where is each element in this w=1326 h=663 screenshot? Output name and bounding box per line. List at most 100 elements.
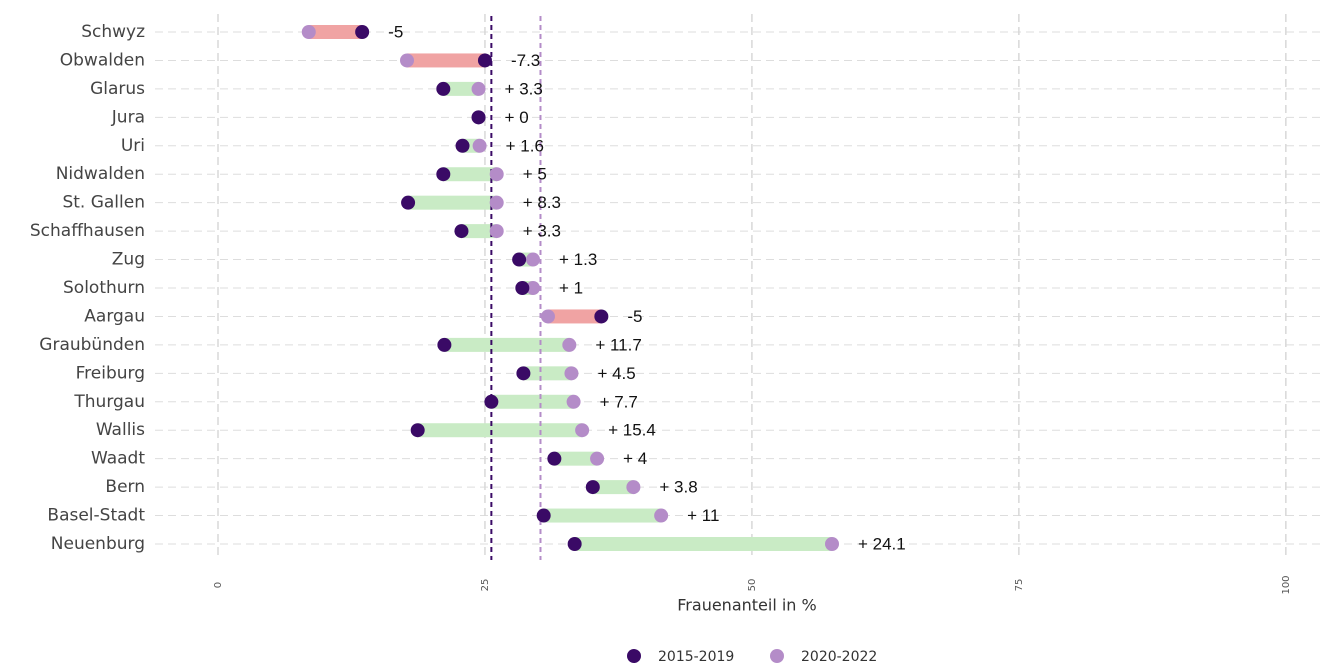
category-label: St. Gallen [62,193,145,213]
difference-label: -5 [627,307,642,326]
difference-label: -5 [388,22,403,41]
category-label: Nidwalden [56,164,145,184]
category-label: Aargau [84,306,145,326]
difference-label: + 15.4 [608,421,656,440]
change-bar [417,423,583,438]
difference-label: + 3.3 [505,79,543,98]
dot-2020-2022 [566,394,581,409]
category-label: Obwalden [60,50,145,70]
dot-2015-2019 [436,81,451,96]
dot-2020-2022 [825,537,840,551]
dot-2020-2022 [471,81,486,96]
difference-label: + 4 [623,449,647,468]
change-bar [574,537,833,551]
dot-2020-2022 [526,252,541,267]
change-bar [554,451,598,466]
change-bar [444,337,570,352]
category-label: Basel-Stadt [47,506,145,526]
x-axis-label: Frauenanteil in % [677,596,816,615]
x-tick-label: 25 [480,579,491,592]
change-bar [592,480,634,495]
dot-2015-2019 [437,337,452,352]
difference-label: + 4.5 [597,364,635,383]
category-label: Wallis [96,420,145,440]
dot-2015-2019 [455,138,470,153]
dot-2015-2019 [477,53,492,68]
difference-label: + 24.1 [858,534,906,553]
dot-2015-2019 [401,195,416,210]
dot-2015-2019 [536,508,551,523]
dot-2020-2022 [489,167,504,182]
dot-2020-2022 [590,451,605,466]
category-label: Solothurn [63,278,145,298]
category-label: Waadt [91,449,145,469]
dot-2020-2022 [562,337,577,352]
category-label: Glarus [90,79,145,99]
change-bar [547,309,602,324]
difference-label: -7.3 [511,51,540,70]
change-bar [443,81,479,96]
dot-2020-2022 [489,224,504,239]
difference-label: + 0 [505,108,529,127]
dot-2020-2022 [575,423,590,438]
dot-2015-2019 [567,537,582,551]
category-label: Bern [105,477,145,497]
dot-2020-2022 [564,366,579,381]
difference-label: + 11 [687,506,719,525]
difference-label: + 1 [559,278,583,297]
dot-2015-2019 [454,224,469,239]
dot-2020-2022 [540,309,555,324]
category-label: Schwyz [81,22,145,42]
category-label: Jura [111,107,145,127]
x-tick-label: 0 [213,582,224,588]
dot-2015-2019 [436,167,451,182]
change-bar [523,366,572,381]
change-bar [491,394,574,409]
dot-2020-2022 [654,508,669,523]
category-label: Freiburg [76,363,145,383]
legend-dot [770,649,784,663]
change-bar [408,195,497,210]
category-label: Neuenburg [51,534,145,554]
category-label: Thurgau [73,392,145,412]
x-tick-label: 75 [1014,579,1025,592]
category-label: Uri [121,136,145,156]
difference-label: + 7.7 [600,392,638,411]
x-tick-label: 50 [747,579,758,592]
difference-label: + 1.6 [506,136,544,155]
dot-2015-2019 [585,480,600,495]
dot-2015-2019 [471,110,486,125]
dot-2015-2019 [547,451,562,466]
dot-2020-2022 [301,25,316,39]
change-bar [461,224,497,239]
category-label: Zug [112,250,145,270]
category-label: Graubünden [39,335,145,355]
dot-2020-2022 [489,195,504,210]
dot-2020-2022 [626,480,641,495]
change-bar [543,508,662,523]
difference-label: + 8.3 [523,193,561,212]
dot-2015-2019 [594,309,609,324]
dot-2015-2019 [512,252,527,267]
dot-2015-2019 [515,281,530,295]
difference-label: + 11.7 [595,335,641,354]
change-bar [308,25,363,39]
difference-label: + 5 [523,165,547,184]
change-bar [407,53,485,68]
dot-2020-2022 [472,138,487,153]
dot-2020-2022 [526,281,541,295]
change-bar [443,167,497,182]
dot-2015-2019 [516,366,531,381]
difference-label: + 1.3 [559,250,597,269]
difference-label: + 3.3 [523,222,561,241]
dot-2015-2019 [355,25,370,39]
difference-label: + 3.8 [659,478,697,497]
legend-dot [627,649,641,663]
x-tick-label: 100 [1281,575,1292,594]
dot-2015-2019 [410,423,425,438]
legend-label: 2015-2019 [658,649,734,663]
category-label: Schaffhausen [30,221,145,241]
legend-label: 2020-2022 [801,649,877,663]
dot-2020-2022 [400,53,415,68]
